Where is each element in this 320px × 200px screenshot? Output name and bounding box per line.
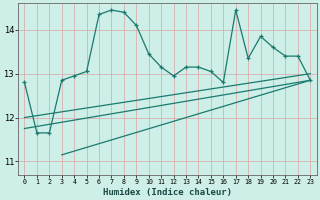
X-axis label: Humidex (Indice chaleur): Humidex (Indice chaleur) [103,188,232,197]
